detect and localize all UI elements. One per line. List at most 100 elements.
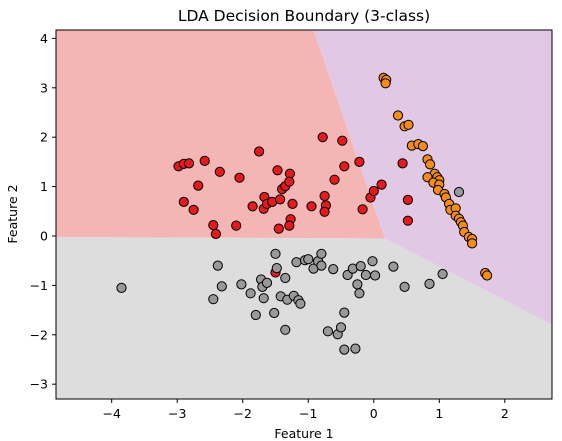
data-point-series-1 — [178, 196, 189, 207]
data-point-series-2 — [380, 78, 391, 89]
data-point-series-3 — [208, 294, 219, 305]
data-point-series-1 — [273, 223, 284, 234]
data-point-series-3 — [335, 322, 347, 333]
region-gray — [56, 237, 552, 399]
y-axis-ticks: −3 −2 −1 0 1 2 3 4 — [30, 31, 56, 392]
data-point-series-3 — [245, 288, 256, 299]
y-tick-label: −1 — [30, 278, 48, 293]
data-point-series-1 — [329, 174, 340, 185]
x-tick-label: −3 — [168, 406, 186, 421]
y-tick-label: 2 — [40, 130, 48, 145]
data-point-series-1 — [376, 179, 387, 190]
data-point-series-3 — [236, 279, 247, 290]
y-tick-label: 4 — [40, 31, 48, 46]
x-tick-label: −4 — [102, 406, 120, 421]
data-point-series-1 — [319, 206, 330, 217]
x-tick-label: 1 — [435, 406, 443, 421]
y-tick-label: 3 — [40, 80, 48, 95]
data-point-series-3 — [388, 261, 399, 272]
data-point-series-1 — [183, 158, 195, 169]
data-point-series-3 — [339, 344, 350, 355]
data-point-series-1 — [402, 194, 413, 205]
data-point-series-1 — [306, 201, 317, 212]
data-point-series-1 — [287, 198, 298, 209]
data-point-series-1 — [272, 165, 283, 176]
data-point-series-1 — [337, 135, 348, 146]
data-point-series-1 — [199, 155, 210, 166]
data-point-series-3 — [212, 260, 223, 271]
data-point-series-3 — [367, 256, 378, 267]
x-axis-ticks: −4 −3 −2 −1 0 1 2 — [102, 399, 509, 421]
data-point-series-1 — [231, 220, 242, 231]
x-tick-label: −2 — [234, 406, 252, 421]
data-point-series-3 — [271, 263, 282, 274]
data-point-series-3 — [216, 281, 227, 292]
data-point-series-3 — [269, 307, 280, 319]
x-tick-label: 2 — [501, 406, 509, 421]
data-point-series-1 — [317, 132, 328, 143]
y-axis-label: Feature 2 — [5, 184, 20, 243]
data-point-series-3 — [453, 186, 465, 198]
y-tick-label: 0 — [40, 228, 48, 243]
data-point-series-2 — [403, 119, 414, 130]
data-point-series-3 — [261, 277, 273, 288]
data-point-series-2 — [482, 270, 493, 281]
data-point-series-3 — [352, 279, 363, 290]
decision-regions — [56, 30, 552, 399]
data-point-series-3 — [354, 288, 365, 299]
data-point-series-1 — [214, 166, 225, 177]
data-point-series-3 — [250, 309, 261, 321]
data-point-series-1 — [284, 176, 295, 187]
chart-title: LDA Decision Boundary (3-class) — [178, 7, 430, 25]
data-point-series-3 — [339, 307, 350, 318]
data-point-series-3 — [291, 257, 302, 268]
data-point-series-3 — [350, 343, 361, 354]
region-red — [56, 30, 385, 239]
data-point-series-1 — [339, 161, 350, 172]
data-point-series-1 — [402, 215, 413, 226]
data-point-series-1 — [397, 158, 408, 169]
data-point-series-1 — [319, 190, 330, 202]
data-point-series-1 — [193, 180, 204, 191]
data-point-series-3 — [370, 270, 381, 281]
x-axis-label: Feature 1 — [274, 426, 333, 441]
data-point-series-1 — [247, 201, 258, 212]
data-point-series-3 — [270, 248, 281, 259]
data-point-series-2 — [392, 110, 404, 121]
data-point-series-3 — [328, 264, 339, 275]
data-point-series-1 — [354, 156, 365, 167]
x-tick-label: −1 — [299, 406, 317, 421]
data-point-series-3 — [437, 268, 448, 280]
data-point-series-2 — [425, 159, 436, 170]
data-point-series-1 — [208, 220, 219, 231]
data-point-series-1 — [210, 228, 221, 240]
data-point-series-3 — [295, 298, 306, 309]
y-tick-label: 1 — [40, 179, 48, 194]
data-point-series-2 — [417, 141, 428, 152]
data-point-series-3 — [322, 326, 333, 337]
data-point-series-1 — [275, 194, 286, 205]
data-point-series-3 — [424, 278, 435, 289]
plot-frame — [55, 29, 553, 400]
data-point-series-3 — [316, 260, 327, 271]
y-tick-label: −3 — [30, 377, 48, 392]
data-point-series-3 — [355, 261, 366, 272]
data-point-series-1 — [357, 204, 368, 215]
data-point-series-1 — [234, 172, 245, 183]
data-point-series-2 — [467, 238, 478, 249]
data-point-series-3 — [360, 269, 371, 281]
data-point-series-3 — [280, 324, 291, 335]
data-point-series-3 — [399, 281, 410, 292]
data-point-series-3 — [258, 293, 269, 304]
x-tick-label: 0 — [370, 406, 378, 421]
data-point-series-3 — [316, 248, 327, 259]
data-point-series-1 — [254, 146, 265, 157]
data-point-series-3 — [280, 272, 291, 284]
y-tick-label: −2 — [30, 327, 48, 342]
data-point-series-1 — [368, 185, 379, 197]
data-point-series-1 — [284, 220, 295, 231]
data-point-series-3 — [303, 254, 314, 265]
data-point-series-1 — [188, 204, 199, 215]
data-points — [116, 72, 493, 355]
